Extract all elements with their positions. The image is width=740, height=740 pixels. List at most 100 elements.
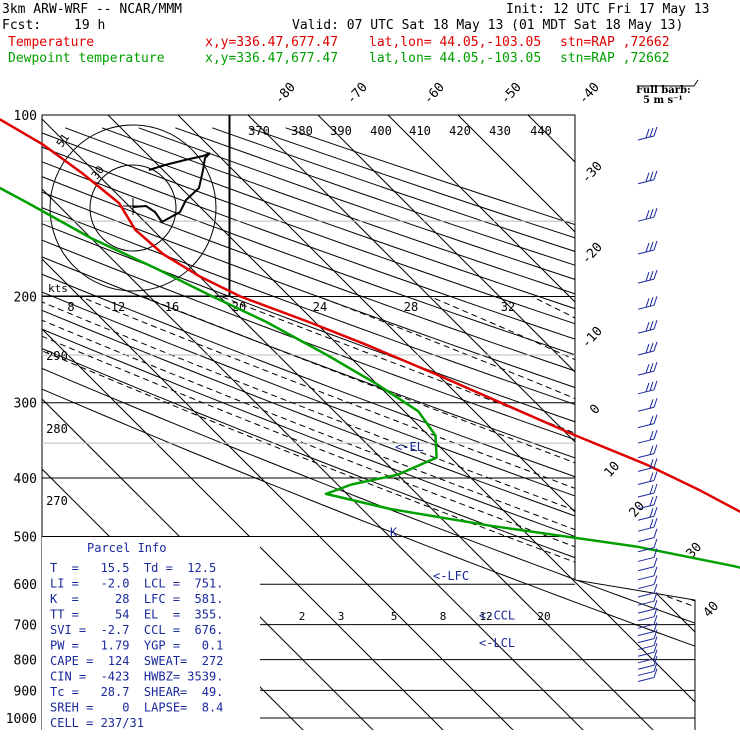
wind-barb-feather [649, 399, 654, 409]
wind-barb [637, 662, 658, 676]
theta-left-label: 280 [46, 422, 68, 436]
wind-barb [637, 269, 658, 284]
wind-barb-shaft [637, 608, 655, 614]
mixing-ratio-label: 20 [537, 610, 550, 623]
wind-barb [637, 398, 658, 412]
wind-barb-feather [653, 471, 658, 481]
wind-barb-shaft [637, 623, 655, 629]
dry-adiabat [42, 127, 695, 730]
wind-barb [637, 240, 658, 255]
hodograph-ring-inner [89, 164, 177, 252]
wind-barb-shaft [637, 453, 655, 459]
theta-label: 400 [370, 124, 392, 138]
wind-barb-feather [649, 519, 654, 529]
parcel-level-lfc: <-LFC [433, 569, 469, 583]
pressure-tick-label: 500 [14, 530, 37, 545]
model-title: 3km ARW-WRF -- NCAR/MMM [2, 2, 183, 17]
parcel-marker: K [390, 525, 398, 539]
wind-barb-feather [649, 342, 654, 353]
isotherm-label: 10 [602, 459, 624, 481]
hodograph-trace [132, 152, 211, 224]
forecast-label: Fcst: [2, 18, 42, 33]
hodograph: 51 30 kts [41, 114, 231, 297]
wind-barb-feather [653, 528, 658, 538]
isotherm [0, 102, 24, 731]
isotherm-label: 40 [701, 599, 723, 621]
hodograph-speed-label: 12 [111, 300, 125, 314]
wind-barb [637, 518, 658, 532]
isotherm-label: -80 [272, 80, 299, 107]
isotherm-label: -70 [344, 80, 371, 107]
wind-barb [637, 483, 658, 498]
wind-barb [637, 668, 658, 683]
wind-barb-feather [649, 171, 654, 181]
hodograph-ring-label-outer: 51 [54, 131, 72, 149]
wind-barb-feather [653, 398, 658, 408]
wind-barb-feather [653, 636, 658, 646]
wind-barb [637, 444, 658, 459]
moist-adiabat [220, 296, 695, 719]
wind-barb-shaft [637, 492, 655, 498]
parcel-level-el: <-EL [395, 440, 424, 454]
moist-adiabat [142, 296, 695, 719]
wind-barb-feather [653, 607, 658, 617]
wind-barb-feather [645, 128, 650, 139]
wind-barb-shaft [637, 638, 655, 644]
theta-label: 410 [409, 124, 431, 138]
wind-barb-feather [649, 297, 654, 307]
wind-barb-feather [649, 209, 654, 219]
isotherm [234, 115, 695, 730]
hodograph-speed-label: 8 [67, 300, 74, 314]
wind-barb-feather [645, 363, 650, 374]
hodograph-ring-label-inner: 30 [89, 163, 107, 181]
dry-adiabat [42, 127, 695, 730]
wind-barb [637, 615, 658, 629]
wind-barb-feather [653, 548, 658, 558]
wind-barb [637, 319, 658, 334]
wind-barb [637, 538, 658, 553]
wind-barb-feather [649, 459, 654, 469]
isotherm-label: 20 [627, 499, 649, 521]
legend-temperature-xy: x,y=336.47,677.47 [205, 35, 339, 50]
wind-barb [637, 495, 658, 510]
wind-barb-feather [653, 126, 658, 137]
wind-barb-feather [645, 210, 650, 220]
wind-barb-feather [653, 566, 658, 576]
wind-barb-feather [653, 649, 658, 659]
wind-barb-feather [649, 496, 654, 507]
dry-adiabat [42, 127, 695, 730]
wind-barb-feather [645, 343, 650, 354]
wind-barb-feather [649, 484, 654, 495]
wind-barb-feather [653, 208, 658, 218]
wind-barb-feather [653, 643, 658, 653]
wind-barb-column [637, 126, 658, 683]
wind-barb [637, 656, 658, 670]
theta-label: 390 [330, 124, 352, 138]
isotherm-label: -30 [579, 159, 606, 186]
theta-left-label: 270 [46, 494, 68, 508]
wind-barb-feather [653, 629, 658, 639]
wind-barb [637, 636, 658, 651]
wind-barb [637, 170, 658, 185]
parcel-info-row: T = 15.5 Td = 12.5 [50, 561, 216, 575]
wind-barb-feather [653, 341, 658, 352]
wind-barb-shaft [637, 616, 655, 622]
init-time: Init: 12 UTC Fri 17 May 13 [506, 2, 710, 17]
wind-barb-shaft [637, 645, 655, 651]
wind-barb [637, 296, 658, 310]
pressure-tick-label: 200 [14, 291, 37, 306]
wind-barb [637, 471, 658, 485]
parcel-level-lcl: <-LCL [479, 636, 515, 650]
wind-barb-feather [645, 271, 650, 282]
wind-barb [637, 429, 658, 444]
parcel-info-row: PW = 1.79 YGP = 0.1 [50, 639, 223, 653]
wind-barb-feather [649, 472, 654, 482]
hodograph-units: kts [48, 282, 68, 295]
wind-barb [637, 607, 658, 622]
wind-barb-feather [653, 414, 658, 424]
wind-barb [637, 341, 658, 356]
wind-barb-feather [645, 298, 650, 308]
wind-barb-feather [649, 381, 654, 391]
wind-barb-feather [653, 507, 658, 517]
valid-time: Valid: 07 UTC Sat 18 May 13 (01 MDT Sat … [292, 18, 684, 33]
